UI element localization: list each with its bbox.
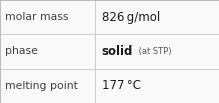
Text: melting point: melting point: [5, 81, 78, 91]
Text: phase: phase: [5, 46, 38, 57]
Text: (at STP): (at STP): [136, 47, 172, 56]
Text: 826 g/mol: 826 g/mol: [102, 11, 160, 24]
Text: solid: solid: [102, 45, 133, 58]
Text: 177 °C: 177 °C: [102, 79, 141, 92]
Text: molar mass: molar mass: [5, 12, 69, 22]
